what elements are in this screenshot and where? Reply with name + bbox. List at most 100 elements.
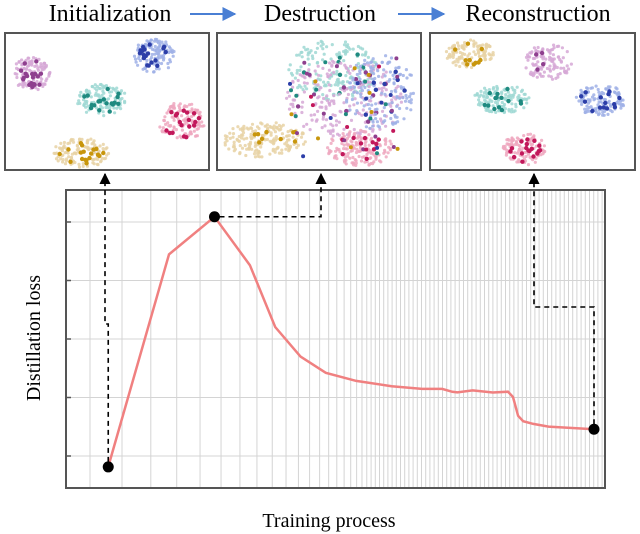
init-cluster-blue-point bbox=[143, 42, 148, 47]
recon-cluster-gold-point bbox=[451, 51, 455, 55]
init-cluster-blue-point bbox=[152, 70, 156, 74]
recon-cluster-gold-point bbox=[472, 39, 476, 43]
recon-cluster-teal-point bbox=[519, 89, 524, 94]
destr-mixed-point bbox=[348, 145, 353, 150]
destr-cluster-teal-point bbox=[322, 52, 326, 56]
recon-cluster-blue-point bbox=[590, 95, 595, 99]
init-cluster-gold-point bbox=[73, 160, 77, 165]
init-cluster-gold-point bbox=[84, 161, 89, 166]
destr-cluster-teal-point bbox=[297, 53, 301, 57]
init-cluster-gold-point bbox=[78, 150, 84, 155]
init-cluster-blue-point bbox=[153, 58, 158, 63]
recon-cluster-purple-point bbox=[544, 57, 548, 61]
init-cluster-purple-point bbox=[35, 64, 39, 68]
init-cluster-gold-point bbox=[72, 151, 76, 155]
destr-cluster-blue-point bbox=[408, 95, 412, 99]
destr-cluster-blue-point bbox=[362, 104, 366, 108]
destr-mixed-point bbox=[314, 87, 319, 92]
init-cluster-gold-point bbox=[100, 156, 104, 160]
destr-cluster-gold-point bbox=[280, 148, 284, 152]
destr-cluster-teal-point bbox=[306, 57, 310, 61]
recon-cluster-purple-point bbox=[561, 56, 565, 60]
y-axis-ticks bbox=[66, 221, 71, 457]
destr-cluster-gold-point bbox=[257, 140, 262, 145]
destr-cluster-gold-point bbox=[245, 126, 249, 130]
destr-cluster-gold-point bbox=[260, 122, 264, 126]
recon-cluster-blue-point bbox=[597, 90, 601, 94]
recon-cluster-purple-point bbox=[548, 55, 552, 59]
init-cluster-blue-point bbox=[166, 61, 170, 66]
recon-cluster-purple-point bbox=[557, 55, 561, 59]
connector-initialization bbox=[99, 172, 111, 462]
init-cluster-gold-point bbox=[99, 159, 103, 163]
stage-title-reconstruction: Reconstruction bbox=[465, 1, 610, 27]
destr-cluster-purple-point bbox=[316, 64, 320, 68]
init-cluster-pink-point bbox=[177, 119, 182, 125]
destr-cluster-pink-point bbox=[368, 156, 372, 161]
init-cluster-pink-point bbox=[164, 128, 169, 133]
destr-cluster-purple-point bbox=[322, 96, 326, 101]
init-cluster-blue-point bbox=[166, 66, 170, 70]
destr-cluster-gold-point bbox=[274, 121, 278, 125]
recon-cluster-pink-point bbox=[521, 146, 525, 150]
recon-cluster-purple-point bbox=[528, 55, 532, 59]
destr-cluster-blue-point bbox=[409, 101, 413, 105]
destr-mixed-point bbox=[309, 94, 313, 99]
init-cluster-purple-point bbox=[38, 71, 44, 76]
destr-cluster-teal-point bbox=[346, 45, 351, 50]
destr-cluster-gold-point bbox=[277, 151, 281, 155]
recon-cluster-blue-point bbox=[594, 84, 598, 88]
destr-cluster-teal-point bbox=[335, 72, 339, 76]
recon-cluster-purple-point bbox=[559, 60, 564, 64]
destr-cluster-gold-point bbox=[255, 132, 261, 137]
destr-cluster-blue-point bbox=[371, 77, 375, 81]
destr-mixed-point bbox=[343, 112, 348, 117]
destr-mixed-point bbox=[363, 79, 368, 84]
init-cluster-teal-point bbox=[92, 100, 96, 104]
init-cluster-purple-point bbox=[25, 64, 30, 68]
destr-cluster-teal-point bbox=[295, 71, 299, 75]
destr-cluster-pink-point bbox=[326, 146, 330, 150]
destr-cluster-pink-point bbox=[343, 155, 347, 159]
destr-cluster-pink-point bbox=[356, 134, 361, 138]
destr-cluster-gold-point bbox=[250, 122, 255, 126]
destr-cluster-blue-point bbox=[395, 115, 399, 119]
destr-cluster-teal-point bbox=[300, 55, 304, 59]
destr-cluster-blue-point bbox=[371, 67, 375, 71]
destr-cluster-purple-point bbox=[339, 61, 343, 65]
destr-cluster-purple-point bbox=[369, 99, 373, 103]
init-cluster-teal-point bbox=[90, 84, 94, 89]
destr-cluster-blue-point bbox=[369, 65, 373, 69]
destr-cluster-teal-point bbox=[333, 83, 337, 87]
recon-cluster-teal-point bbox=[504, 93, 508, 97]
recon-cluster-purple-point bbox=[539, 74, 544, 78]
recon-cluster-pink-point bbox=[524, 141, 529, 147]
destr-cluster-purple-point bbox=[328, 129, 333, 133]
recon-cluster-teal-point bbox=[525, 97, 529, 101]
destr-cluster-purple-point bbox=[291, 102, 295, 106]
destr-cluster-gold-point bbox=[245, 136, 249, 140]
init-cluster-pink-point bbox=[200, 124, 205, 128]
recon-cluster-purple-point bbox=[541, 61, 546, 67]
destr-cluster-pink-point bbox=[362, 135, 368, 141]
destr-cluster-blue-point bbox=[348, 108, 352, 112]
destr-cluster-pink-point bbox=[388, 139, 392, 143]
init-cluster-pink-point bbox=[170, 104, 174, 108]
destr-cluster-teal-point bbox=[310, 54, 314, 58]
destr-cluster-purple-point bbox=[337, 92, 341, 96]
init-cluster-gold-point bbox=[60, 146, 65, 150]
recon-cluster-purple-point bbox=[556, 73, 560, 77]
init-cluster-blue-point bbox=[134, 60, 138, 64]
recon-cluster-purple-point bbox=[536, 45, 540, 50]
destr-cluster-purple-point bbox=[353, 77, 359, 82]
init-cluster-purple-point bbox=[24, 58, 28, 62]
destr-cluster-gold-point bbox=[269, 125, 273, 129]
destr-cluster-purple-point bbox=[346, 69, 350, 73]
init-cluster-blue-point bbox=[136, 43, 140, 47]
init-cluster-gold-point bbox=[61, 160, 65, 164]
destr-cluster-teal-point bbox=[326, 80, 330, 85]
init-cluster-blue-point bbox=[145, 58, 149, 63]
destr-cluster-teal-point bbox=[355, 52, 360, 57]
destr-cluster-pink-point bbox=[344, 162, 348, 166]
init-cluster-teal-point bbox=[97, 108, 102, 113]
